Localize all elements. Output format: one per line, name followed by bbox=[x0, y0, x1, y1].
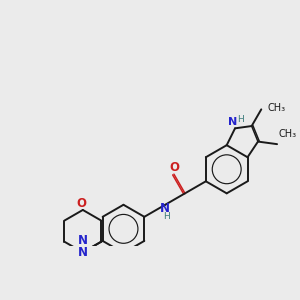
Text: N: N bbox=[227, 117, 237, 127]
Text: H: H bbox=[163, 212, 169, 221]
Text: O: O bbox=[169, 161, 179, 174]
Text: H: H bbox=[237, 115, 244, 124]
Text: N: N bbox=[78, 234, 88, 247]
Text: N: N bbox=[160, 202, 170, 215]
Text: CH₃: CH₃ bbox=[279, 129, 297, 139]
Text: CH₃: CH₃ bbox=[267, 103, 285, 113]
Text: O: O bbox=[76, 197, 87, 210]
Text: N: N bbox=[78, 246, 88, 259]
